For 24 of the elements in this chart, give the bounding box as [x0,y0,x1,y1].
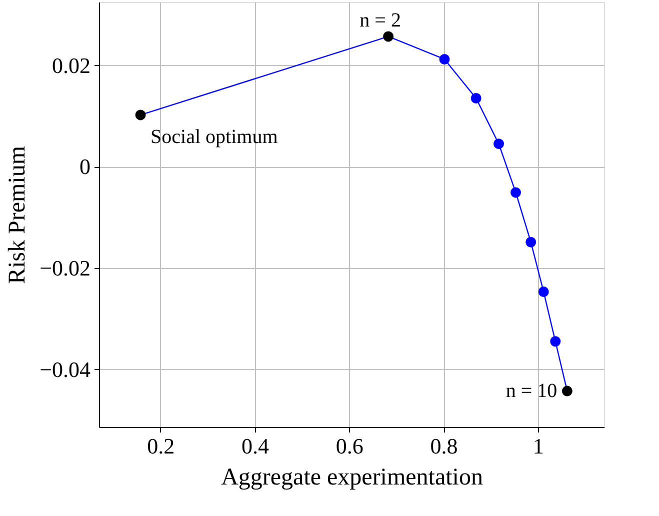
x-tick-label: 0.8 [430,434,458,458]
point [562,386,572,396]
x-tick-label: 0.2 [147,434,175,458]
point [550,336,561,347]
point [510,187,521,198]
point [439,54,450,64]
y-tick-label: 0 [80,154,90,180]
x-axis-title: Aggregate experimentation [221,464,483,490]
x-tick-label: 1 [532,434,544,458]
y-tick-label: −0.04 [40,356,90,382]
annotation: n = 2 [360,9,401,32]
x-tick-label: 0.4 [242,434,269,458]
point [135,110,146,120]
y-axis-title: Risk Premium [4,146,31,284]
point [526,236,536,248]
y-tick-label: 0.02 [52,52,90,78]
annotation: Social optimum [150,126,278,148]
point [383,31,394,42]
point [538,286,549,297]
point [470,93,482,104]
annotation: n = 10 [506,380,558,402]
x-tick-label: 0.6 [336,434,364,458]
y-tick-label: −0.02 [40,255,90,280]
point [494,138,504,150]
